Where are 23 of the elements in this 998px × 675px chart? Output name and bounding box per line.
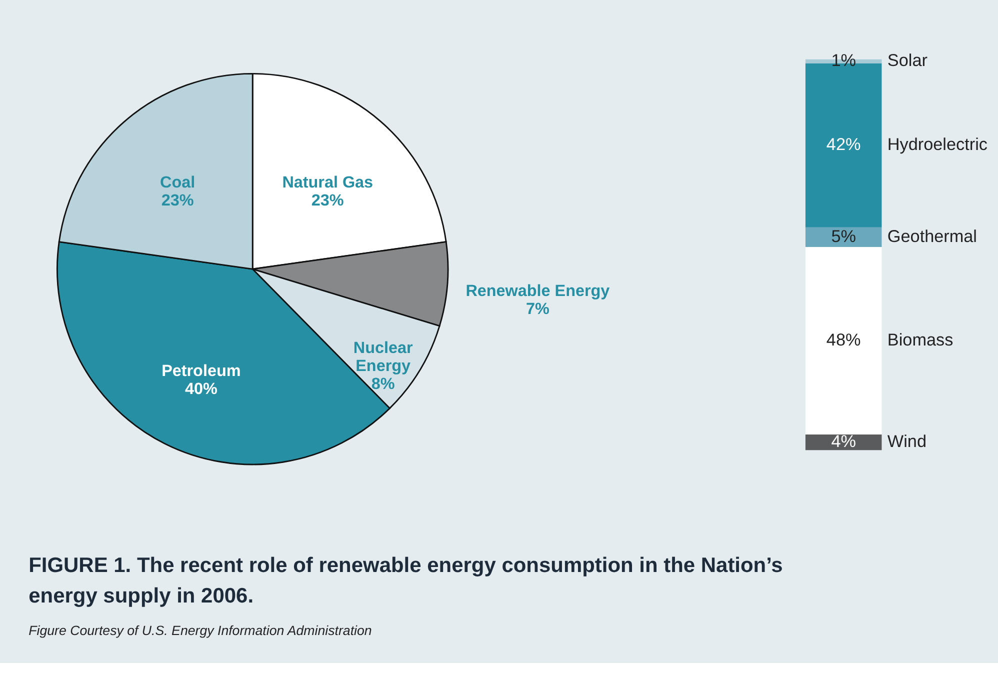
data-label: 23% [311, 192, 344, 210]
data-label: 40% [184, 380, 218, 398]
slice-label: Nuclear Energy [353, 338, 414, 375]
slice-label: Natural Gas [282, 173, 374, 192]
data-label: 4% [831, 431, 856, 452]
data-label: 5% [831, 226, 856, 246]
bar [805, 227, 882, 247]
text: FIGURE 1. The recent role of renewable energy consumption in the Nation’s energy supply in 2006. [28, 554, 783, 608]
slice-label: Petroleum [162, 362, 241, 380]
slice-label: Coal [160, 173, 196, 192]
series-label: Wind [887, 431, 926, 452]
data-label: 7% [526, 300, 550, 318]
data-label: 23% [161, 192, 194, 210]
bar [805, 246, 882, 435]
data-label: 48% [826, 330, 861, 350]
series-label: Geothermal [887, 226, 977, 246]
data-label: 42% [826, 134, 861, 154]
data-label: 8% [371, 375, 395, 394]
series-label: Hydroelectric [887, 134, 988, 154]
text: Figure Courtesy of U.S. Energy Information Administration [28, 623, 372, 638]
series-label: Biomass [887, 330, 954, 350]
series-label: Solar [887, 50, 928, 70]
slice-label: Renewable Energy [466, 282, 610, 300]
